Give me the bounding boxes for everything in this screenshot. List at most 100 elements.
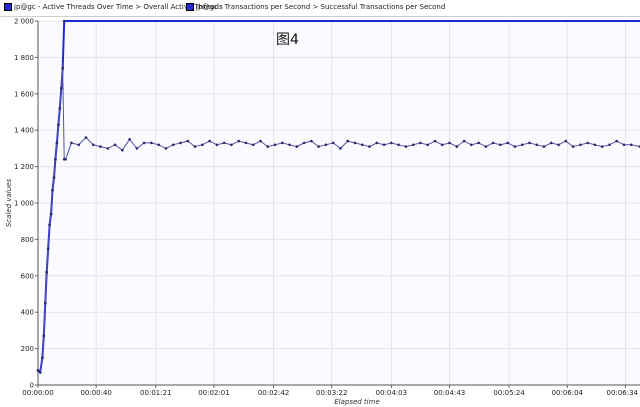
- data-point-series-2: [390, 141, 393, 145]
- data-point-series-2: [41, 356, 44, 360]
- legend-label-transactions: jp@gc - Transactions per Second > Succes…: [196, 3, 446, 11]
- data-point-series-2: [273, 143, 277, 147]
- data-point-series-2: [42, 334, 46, 338]
- data-point-series-2: [266, 145, 270, 148]
- chart-legend: jp@gc - Active Threads Over Time > Overa…: [0, 0, 640, 17]
- data-point-series-2: [622, 143, 626, 147]
- data-point-series-2: [593, 143, 597, 147]
- x-tick-label: 00:00:40: [80, 389, 111, 397]
- data-point-series-2: [520, 143, 524, 147]
- data-point-series-2: [426, 143, 430, 147]
- y-axis-ticks: 0 200 400 600 800 1 000 1 200 1 400 1 600 1 800 2 …: [14, 18, 38, 390]
- y-tick-label: 1 400: [14, 127, 34, 135]
- data-point-series-2: [499, 143, 502, 147]
- data-point-series-2: [92, 143, 95, 147]
- data-point-series-2: [49, 212, 53, 216]
- data-point-series-2: [208, 139, 211, 143]
- data-point-series-2: [57, 123, 60, 126]
- data-point-series-2: [600, 145, 604, 148]
- data-point-series-2: [46, 247, 50, 250]
- y-tick-label: 400: [21, 309, 34, 317]
- data-point-series-2: [135, 147, 139, 150]
- data-point-series-2: [542, 145, 546, 148]
- data-point-series-2: [281, 141, 284, 145]
- data-point-series-2: [419, 141, 422, 145]
- data-point-series-2: [528, 141, 531, 145]
- data-point-series-2: [179, 141, 182, 145]
- legend-swatch-transactions: [186, 3, 194, 11]
- x-tick-label: 00:05:24: [493, 389, 525, 397]
- y-tick-label: 200: [21, 345, 34, 353]
- data-point-series-2: [557, 143, 560, 147]
- data-point-series-2: [54, 158, 57, 161]
- data-point-series-1: [62, 19, 66, 23]
- x-tick-label: 00:02:42: [258, 389, 289, 397]
- y-tick-label: 600: [21, 272, 34, 280]
- x-tick-label: 00:04:03: [376, 389, 407, 397]
- data-point-series-2: [222, 141, 226, 145]
- chart-annotation: 图4: [276, 32, 299, 48]
- data-point-series-2: [346, 139, 350, 143]
- data-point-series-2: [64, 158, 67, 161]
- data-point-series-2: [324, 143, 328, 147]
- data-point-series-2: [150, 141, 153, 145]
- data-point-series-2: [61, 67, 64, 70]
- data-point-series-2: [60, 87, 63, 90]
- x-tick-label: 00:00:00: [22, 389, 53, 397]
- x-tick-label: 00:01:21: [140, 389, 171, 397]
- data-point-series-2: [571, 145, 575, 148]
- data-point-series-2: [513, 145, 517, 148]
- legend-item-active-threads[interactable]: jp@gc - Active Threads Over Time > Overa…: [4, 3, 223, 11]
- data-point-series-2: [411, 143, 415, 147]
- data-point-series-2: [244, 141, 248, 145]
- data-point-series-2: [506, 141, 510, 145]
- y-tick-label: 0: [30, 382, 34, 390]
- y-tick-label: 2 000: [14, 18, 34, 26]
- data-point-series-2: [433, 139, 437, 143]
- data-point-series-2: [477, 141, 480, 145]
- y-tick-label: 1 600: [14, 90, 34, 98]
- data-point-series-2: [608, 143, 611, 147]
- data-point-series-2: [564, 139, 568, 143]
- y-axis-label: Scaled values: [5, 179, 13, 228]
- data-point-series-2: [368, 145, 371, 148]
- data-point-series-2: [361, 143, 364, 147]
- data-point-series-2: [113, 143, 117, 147]
- legend-label-active-threads: jp@gc - Active Threads Over Time > Overa…: [14, 3, 223, 11]
- data-point-series-2: [45, 270, 48, 274]
- data-point-series-2: [462, 139, 466, 143]
- data-point-series-2: [142, 141, 146, 145]
- x-axis-ticks: 00:00:00 00:00:40 00:01:21 00:02:01 00:02:42…: [22, 385, 639, 397]
- data-point-series-2: [440, 143, 444, 147]
- data-point-series-2: [339, 147, 342, 150]
- legend-swatch-active-threads: [4, 3, 12, 11]
- data-point-series-2: [382, 143, 386, 147]
- data-point-series-2: [455, 145, 459, 148]
- y-tick-label: 1 000: [14, 200, 34, 208]
- data-point-series-2: [310, 139, 313, 143]
- data-point-series-2: [201, 143, 204, 147]
- y-tick-label: 1 800: [14, 54, 34, 62]
- data-point-series-2: [288, 143, 291, 147]
- data-point-series-2: [259, 139, 262, 143]
- data-point-series-2: [535, 143, 539, 147]
- data-point-series-2: [230, 143, 233, 147]
- data-point-series-2: [404, 145, 408, 148]
- data-point-series-2: [215, 143, 219, 147]
- data-point-series-2: [51, 189, 54, 192]
- x-tick-label: 00:02:01: [198, 389, 229, 397]
- data-point-series-2: [317, 145, 320, 148]
- data-point-series-2: [302, 141, 306, 145]
- data-series: [36, 19, 640, 375]
- data-point-series-2: [550, 141, 553, 145]
- data-point-series-2: [470, 143, 473, 147]
- y-tick-label: 1 200: [14, 163, 34, 171]
- data-point-series-2: [237, 139, 240, 143]
- data-point-series-2: [186, 139, 190, 143]
- legend-item-transactions[interactable]: jp@gc - Transactions per Second > Succes…: [186, 3, 445, 11]
- data-point-series-2: [44, 301, 47, 305]
- data-point-series-2: [448, 141, 451, 145]
- data-point-series-2: [193, 145, 197, 148]
- data-point-series-2: [630, 143, 633, 147]
- data-point-series-2: [331, 141, 335, 145]
